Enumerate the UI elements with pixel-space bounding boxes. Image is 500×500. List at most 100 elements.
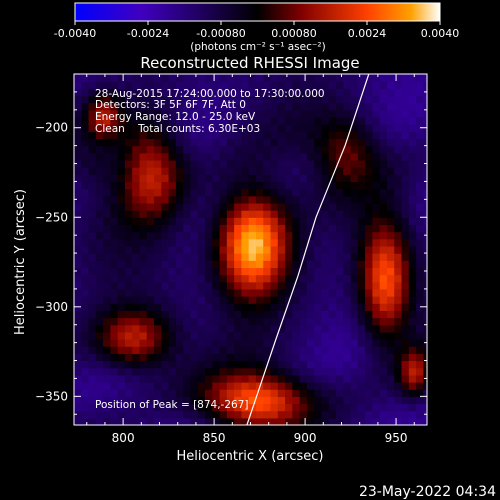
heatmap-cell: [263, 288, 272, 297]
heatmap-cell: [386, 245, 395, 254]
heatmap-cell: [74, 403, 82, 412]
heatmap-cell: [416, 267, 424, 276]
heatmap-cell: [183, 159, 192, 168]
heatmap-cell: [88, 382, 97, 390]
heatmap-cell: [161, 274, 170, 283]
heatmap-cell: [270, 224, 279, 233]
heatmap-cell: [365, 317, 374, 326]
heatmap-cell: [321, 281, 330, 290]
heatmap-cell: [277, 138, 286, 147]
heatmap-cell: [95, 138, 104, 147]
heatmap-cell: [423, 382, 427, 390]
heatmap-cell: [226, 174, 235, 183]
heatmap-cell: [357, 296, 366, 304]
heatmap-cell: [336, 195, 344, 204]
heatmap-cell: [81, 145, 90, 154]
heatmap-cell: [175, 131, 184, 140]
heatmap-cell: [321, 382, 330, 390]
heatmap-cell: [226, 417, 235, 425]
heatmap-cell: [132, 102, 141, 111]
heatmap-cell: [292, 95, 301, 104]
heatmap-cell: [124, 138, 133, 147]
heatmap-cell: [205, 210, 213, 218]
heatmap-cell: [161, 382, 170, 390]
heatmap-cell: [110, 124, 119, 132]
heatmap-cell: [197, 202, 206, 211]
heatmap-cell: [365, 367, 374, 376]
heatmap-cell: [350, 81, 359, 89]
heatmap-cell: [197, 116, 206, 125]
heatmap-cell: [234, 260, 242, 268]
heatmap-cell: [74, 116, 82, 125]
heatmap-cell: [292, 396, 301, 405]
heatmap-cell: [277, 124, 286, 132]
heatmap-cell: [95, 231, 104, 240]
heatmap-cell: [110, 367, 119, 376]
heatmap-cell: [394, 253, 403, 261]
heatmap-cell: [219, 281, 228, 290]
heatmap-cell: [241, 224, 250, 233]
heatmap-cell: [226, 102, 235, 111]
heatmap-cell: [357, 102, 366, 111]
heatmap-cell: [379, 296, 388, 304]
heatmap-cell: [139, 281, 148, 290]
heatmap-cell: [168, 410, 177, 419]
heatmap-cell: [190, 353, 199, 362]
heatmap-cell: [248, 382, 257, 390]
heatmap-cell: [154, 382, 162, 390]
heatmap-cell: [350, 331, 359, 340]
heatmap-cell: [95, 310, 104, 319]
heatmap-cell: [183, 116, 192, 125]
heatmap-cell: [357, 267, 366, 276]
heatmap-cell: [212, 217, 221, 226]
heatmap-cell: [168, 288, 177, 297]
heatmap-cell: [263, 102, 272, 111]
heatmap-cell: [197, 353, 206, 362]
heatmap-cell: [190, 131, 199, 140]
heatmap-cell: [117, 224, 126, 233]
heatmap-cell: [357, 310, 366, 319]
heatmap-cell: [394, 310, 403, 319]
heatmap-cell: [146, 396, 155, 405]
heatmap-cell: [190, 210, 199, 218]
heatmap-cell: [95, 109, 104, 118]
heatmap-cell: [292, 389, 301, 397]
heatmap-cell: [124, 281, 133, 290]
heatmap-cell: [336, 202, 344, 211]
heatmap-cell: [168, 245, 177, 254]
heatmap-cell: [386, 260, 395, 268]
heatmap-cell: [372, 145, 381, 154]
heatmap-cell: [175, 159, 184, 168]
heatmap-cell: [226, 310, 235, 319]
heatmap-cell: [168, 138, 177, 147]
heatmap-cell: [154, 245, 162, 254]
heatmap-cell: [124, 324, 133, 333]
heatmap-cell: [321, 374, 330, 383]
heatmap-cell: [394, 303, 403, 311]
heatmap-cell: [110, 324, 119, 333]
heatmap-cell: [343, 245, 352, 254]
heatmap-cell: [175, 152, 184, 161]
heatmap-cell: [103, 281, 111, 290]
heatmap-cell: [205, 410, 213, 419]
heatmap-cell: [197, 224, 206, 233]
heatmap-cell: [110, 310, 119, 319]
heatmap-cell: [321, 317, 330, 326]
heatmap-cell: [401, 317, 410, 326]
heatmap-cell: [248, 152, 257, 161]
heatmap-cell: [379, 331, 388, 340]
heatmap-cell: [255, 95, 264, 104]
heatmap-cell: [328, 288, 337, 297]
heatmap-cell: [285, 339, 293, 347]
heatmap-cell: [81, 353, 90, 362]
heatmap-cell: [219, 417, 228, 425]
heatmap-cell: [314, 324, 323, 333]
heatmap-cell: [190, 296, 199, 304]
heatmap-cell: [423, 253, 427, 261]
heatmap-cell: [139, 245, 148, 254]
heatmap-cell: [197, 288, 206, 297]
heatmap-cell: [379, 81, 388, 89]
heatmap-cell: [299, 382, 308, 390]
heatmap-cell: [183, 131, 192, 140]
heatmap-cell: [234, 124, 242, 132]
